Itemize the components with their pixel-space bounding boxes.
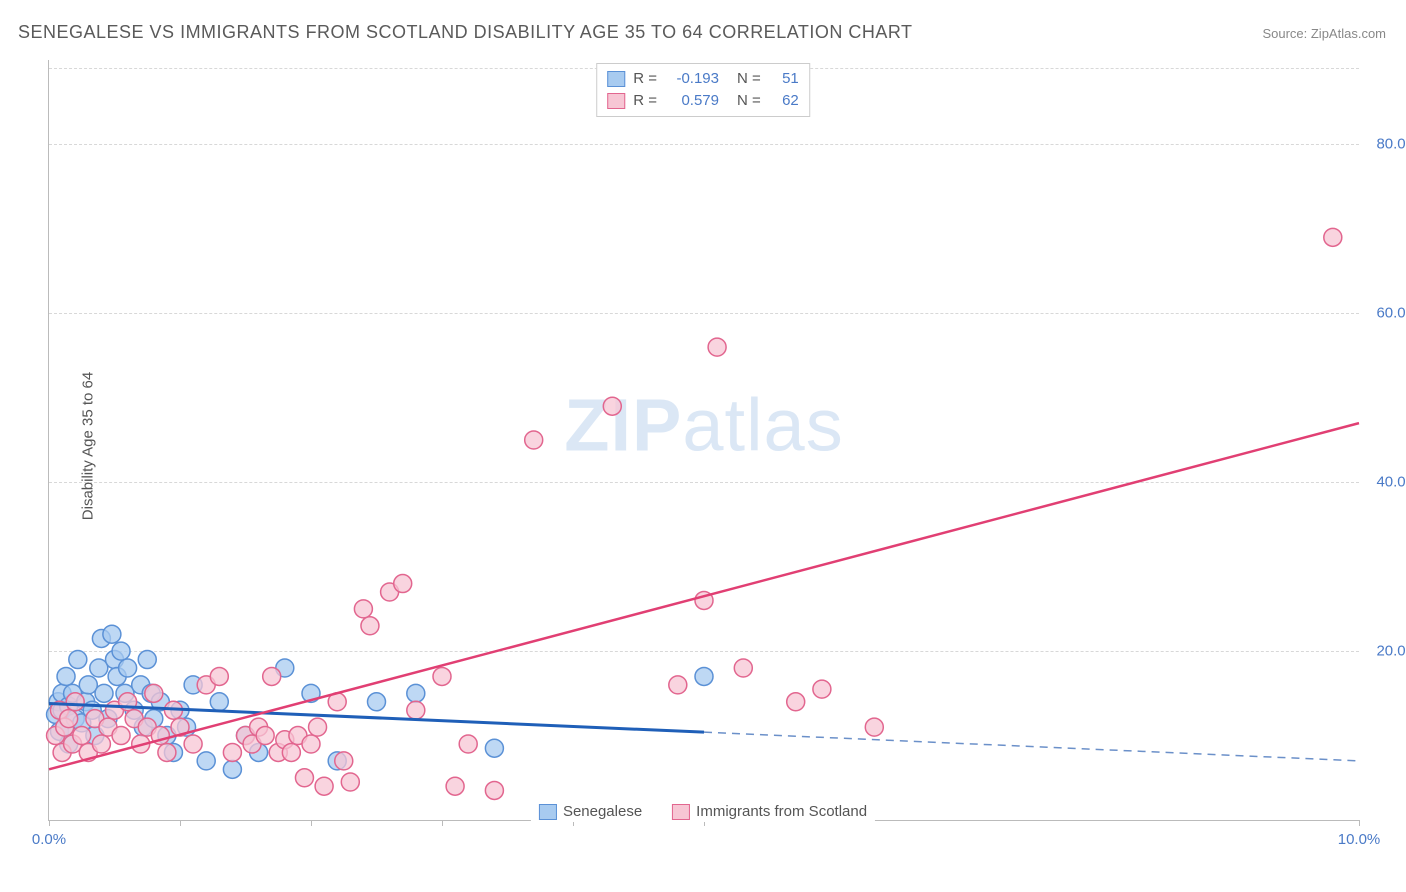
data-point bbox=[302, 735, 320, 753]
data-point bbox=[315, 777, 333, 795]
stat-n-label: N = bbox=[737, 90, 761, 112]
data-point bbox=[184, 735, 202, 753]
data-point bbox=[865, 718, 883, 736]
plot-svg bbox=[49, 60, 1359, 820]
data-point bbox=[145, 684, 163, 702]
y-tick-label: 80.0% bbox=[1376, 136, 1406, 153]
data-point bbox=[92, 735, 110, 753]
data-point bbox=[57, 667, 75, 685]
data-point bbox=[66, 693, 84, 711]
data-point bbox=[103, 625, 121, 643]
legend-swatch-icon bbox=[539, 804, 557, 820]
legend-label: Senegalese bbox=[563, 803, 642, 820]
x-tick-label: 10.0% bbox=[1338, 831, 1381, 848]
x-tick bbox=[311, 820, 312, 826]
chart-area: ZIPatlas 20.0%40.0%60.0%80.0%0.0%10.0% R… bbox=[48, 60, 1358, 820]
x-tick bbox=[442, 820, 443, 826]
data-point bbox=[263, 667, 281, 685]
data-point bbox=[407, 701, 425, 719]
data-point bbox=[69, 651, 87, 669]
data-point bbox=[60, 710, 78, 728]
data-point bbox=[354, 600, 372, 618]
x-tick bbox=[1359, 820, 1360, 826]
data-point bbox=[210, 693, 228, 711]
y-tick-label: 60.0% bbox=[1376, 305, 1406, 322]
stat-r-value: 0.579 bbox=[665, 90, 719, 112]
legend-item-senegalese: Senegalese bbox=[539, 803, 642, 820]
data-point bbox=[309, 718, 327, 736]
x-tick bbox=[180, 820, 181, 826]
data-point bbox=[669, 676, 687, 694]
data-point bbox=[603, 397, 621, 415]
data-point bbox=[394, 575, 412, 593]
stat-r-label: R = bbox=[633, 90, 657, 112]
data-point bbox=[95, 684, 113, 702]
data-point bbox=[446, 777, 464, 795]
correlation-stats-box: R = -0.193 N = 51 R = 0.579 N = 62 bbox=[596, 63, 810, 117]
stats-swatch-icon bbox=[607, 71, 625, 87]
data-point bbox=[433, 667, 451, 685]
x-tick-label: 0.0% bbox=[32, 831, 66, 848]
data-point bbox=[223, 760, 241, 778]
data-point bbox=[223, 743, 241, 761]
legend-label: Immigrants from Scotland bbox=[696, 803, 867, 820]
data-point bbox=[813, 680, 831, 698]
data-point bbox=[341, 773, 359, 791]
stat-r-label: R = bbox=[633, 68, 657, 90]
y-tick-label: 20.0% bbox=[1376, 643, 1406, 660]
trend-line bbox=[49, 423, 1359, 769]
data-point bbox=[112, 642, 130, 660]
source-attribution: Source: ZipAtlas.com bbox=[1262, 26, 1386, 41]
trend-line-extrapolated bbox=[704, 732, 1359, 761]
stats-row: R = -0.193 N = 51 bbox=[607, 68, 799, 90]
data-point bbox=[73, 727, 91, 745]
data-point bbox=[282, 743, 300, 761]
stat-n-value: 51 bbox=[769, 68, 799, 90]
stat-n-value: 62 bbox=[769, 90, 799, 112]
y-tick-label: 40.0% bbox=[1376, 474, 1406, 491]
data-point bbox=[119, 659, 137, 677]
data-point bbox=[361, 617, 379, 635]
data-point bbox=[138, 651, 156, 669]
data-point bbox=[708, 338, 726, 356]
data-point bbox=[112, 727, 130, 745]
data-point bbox=[368, 693, 386, 711]
stat-r-value: -0.193 bbox=[665, 68, 719, 90]
data-point bbox=[695, 667, 713, 685]
data-point bbox=[407, 684, 425, 702]
stats-row: R = 0.579 N = 62 bbox=[607, 90, 799, 112]
data-point bbox=[734, 659, 752, 677]
data-point bbox=[485, 739, 503, 757]
data-point bbox=[787, 693, 805, 711]
data-point bbox=[459, 735, 477, 753]
plot-region: ZIPatlas 20.0%40.0%60.0%80.0%0.0%10.0% bbox=[48, 60, 1359, 821]
data-point bbox=[1324, 228, 1342, 246]
data-point bbox=[485, 781, 503, 799]
data-point bbox=[197, 752, 215, 770]
legend-item-scotland: Immigrants from Scotland bbox=[672, 803, 867, 820]
data-point bbox=[256, 727, 274, 745]
legend: Senegalese Immigrants from Scotland bbox=[531, 801, 875, 822]
stat-n-label: N = bbox=[737, 68, 761, 90]
data-point bbox=[210, 667, 228, 685]
data-point bbox=[335, 752, 353, 770]
x-tick bbox=[49, 820, 50, 826]
data-point bbox=[525, 431, 543, 449]
chart-title: SENEGALESE VS IMMIGRANTS FROM SCOTLAND D… bbox=[18, 22, 913, 43]
legend-swatch-icon bbox=[672, 804, 690, 820]
stats-swatch-icon bbox=[607, 93, 625, 109]
data-point bbox=[158, 743, 176, 761]
data-point bbox=[295, 769, 313, 787]
